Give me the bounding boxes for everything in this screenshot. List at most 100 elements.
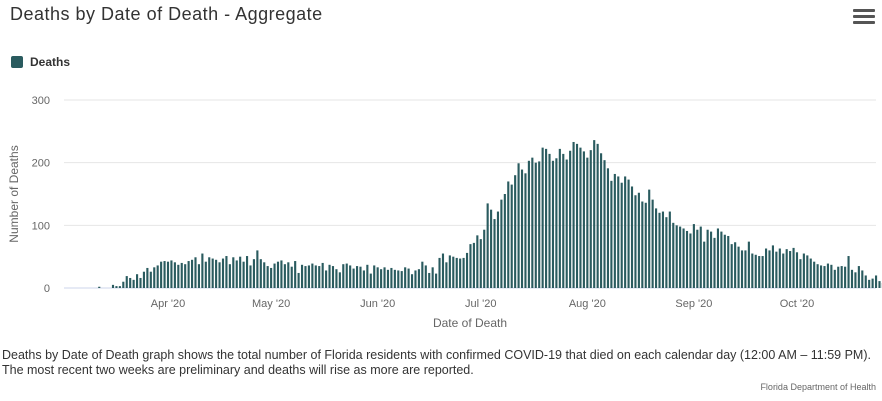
bar bbox=[778, 248, 781, 288]
bar bbox=[624, 176, 627, 288]
bar bbox=[606, 168, 610, 288]
bar bbox=[201, 253, 204, 288]
bar bbox=[136, 274, 139, 288]
chart-credit-link[interactable]: Florida Department of Health bbox=[760, 382, 876, 392]
hamburger-menu-icon[interactable] bbox=[853, 9, 875, 27]
bar bbox=[589, 150, 592, 288]
bar bbox=[610, 180, 613, 288]
bar bbox=[486, 203, 489, 288]
bar bbox=[679, 226, 682, 288]
bar bbox=[218, 262, 221, 288]
bar bbox=[696, 229, 699, 288]
bar bbox=[661, 211, 665, 288]
bar bbox=[373, 265, 376, 288]
bar bbox=[593, 140, 596, 288]
x-tick-label: Jul '20 bbox=[465, 298, 496, 310]
bar bbox=[665, 217, 668, 288]
bar bbox=[503, 194, 506, 288]
bar bbox=[727, 235, 730, 288]
x-tick-label: May '20 bbox=[252, 298, 290, 310]
bar bbox=[802, 253, 805, 288]
bar bbox=[510, 184, 513, 288]
bar bbox=[792, 247, 795, 288]
bar bbox=[672, 222, 675, 288]
x-axis-title: Date of Death bbox=[433, 316, 507, 330]
bar bbox=[383, 267, 386, 288]
bar bbox=[823, 266, 826, 288]
x-tick-label: Apr '20 bbox=[151, 298, 186, 310]
bar bbox=[562, 153, 565, 288]
bar bbox=[410, 274, 414, 288]
bar bbox=[98, 286, 101, 288]
bar bbox=[318, 266, 321, 288]
legend-swatch bbox=[11, 56, 23, 68]
bar bbox=[228, 264, 231, 288]
bar bbox=[194, 257, 197, 288]
bar bbox=[294, 261, 297, 288]
bar bbox=[122, 281, 125, 288]
bar bbox=[352, 268, 355, 288]
bar bbox=[441, 253, 445, 288]
bar bbox=[538, 161, 541, 288]
bar bbox=[397, 270, 400, 288]
bar bbox=[187, 261, 190, 288]
bar bbox=[603, 160, 606, 288]
bar bbox=[393, 269, 396, 288]
bar bbox=[390, 267, 393, 288]
bar bbox=[634, 195, 637, 288]
bar bbox=[496, 211, 500, 288]
bar bbox=[462, 257, 465, 288]
y-tick-label: 0 bbox=[44, 283, 50, 295]
bar bbox=[685, 230, 689, 288]
bar bbox=[448, 255, 451, 288]
bar bbox=[465, 252, 469, 288]
bar bbox=[575, 143, 579, 288]
bar bbox=[266, 266, 269, 288]
bar bbox=[816, 264, 819, 288]
bar bbox=[785, 249, 788, 288]
bar bbox=[699, 226, 702, 288]
bar bbox=[765, 248, 768, 288]
bar bbox=[349, 265, 352, 288]
legend-item-deaths[interactable]: Deaths bbox=[11, 55, 70, 69]
bar bbox=[761, 256, 764, 288]
bar bbox=[658, 212, 661, 288]
bar bbox=[795, 252, 799, 288]
bar bbox=[424, 265, 427, 288]
bar bbox=[290, 266, 293, 288]
bar bbox=[245, 256, 249, 288]
bar bbox=[806, 255, 809, 288]
bar bbox=[871, 278, 874, 288]
bar bbox=[854, 272, 857, 288]
bar bbox=[617, 176, 620, 288]
bar bbox=[359, 266, 362, 288]
bar bbox=[276, 261, 280, 288]
bar bbox=[734, 242, 737, 288]
bar bbox=[163, 261, 166, 288]
bar bbox=[177, 264, 180, 288]
bar bbox=[517, 163, 520, 288]
bar bbox=[551, 160, 555, 288]
bar bbox=[146, 267, 149, 288]
bar bbox=[438, 257, 441, 288]
bar bbox=[740, 250, 744, 288]
bar bbox=[558, 148, 561, 288]
bar bbox=[166, 261, 170, 288]
bar bbox=[421, 261, 424, 288]
bar bbox=[520, 169, 524, 288]
bar bbox=[723, 234, 726, 288]
bar bbox=[507, 181, 510, 288]
bar bbox=[132, 279, 135, 288]
bar bbox=[297, 272, 300, 288]
bar bbox=[270, 267, 273, 288]
bar bbox=[376, 267, 379, 288]
bar bbox=[524, 173, 527, 288]
bar bbox=[283, 264, 286, 288]
bar bbox=[156, 265, 159, 288]
bar bbox=[335, 269, 338, 288]
bar bbox=[751, 253, 754, 288]
bar bbox=[569, 150, 572, 288]
x-tick-label: Sep '20 bbox=[675, 298, 712, 310]
bar bbox=[600, 153, 603, 288]
bar bbox=[417, 269, 420, 288]
